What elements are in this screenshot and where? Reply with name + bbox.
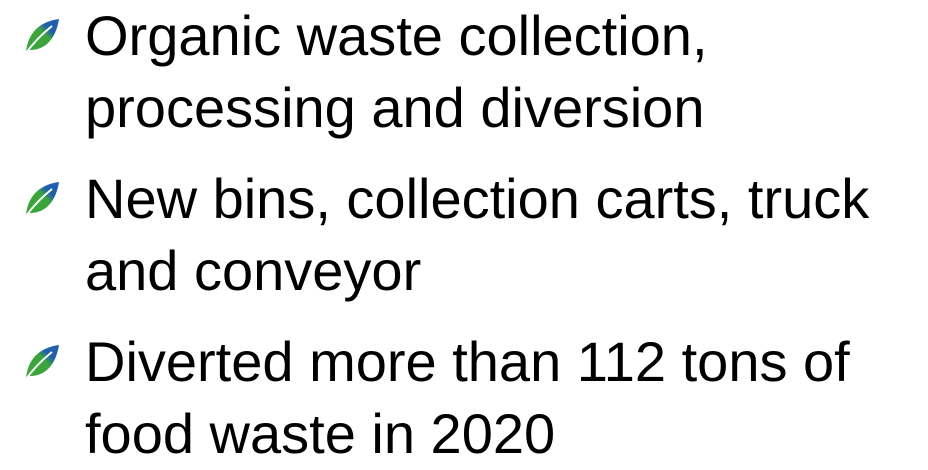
leaf-icon [25, 345, 59, 380]
bullet-item: Diverted more than 112 tons of food wast… [0, 326, 928, 470]
leaf-icon [25, 19, 59, 54]
bullet-icon [0, 163, 85, 307]
bullet-text: Diverted more than 112 tons of food wast… [85, 330, 850, 465]
leaf-icon [25, 182, 59, 217]
bullet-text: New bins, collection carts, truck and co… [85, 167, 870, 302]
bullet-icon [0, 326, 85, 470]
bullet-icon [0, 0, 85, 144]
bullet-item: Organic waste collection, processing and… [0, 0, 928, 144]
bullet-text: Organic waste collection, processing and… [85, 4, 708, 139]
bullet-item: New bins, collection carts, truck and co… [0, 163, 928, 307]
